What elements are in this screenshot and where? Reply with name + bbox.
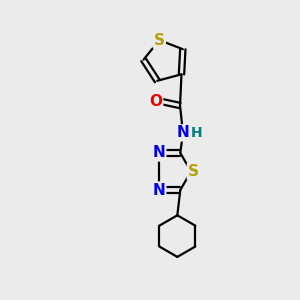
Text: N: N xyxy=(152,146,165,160)
Text: S: S xyxy=(154,33,165,48)
Text: S: S xyxy=(188,164,199,179)
Text: N: N xyxy=(177,125,189,140)
Text: N: N xyxy=(152,182,165,197)
Text: O: O xyxy=(149,94,162,109)
Text: H: H xyxy=(190,126,202,140)
